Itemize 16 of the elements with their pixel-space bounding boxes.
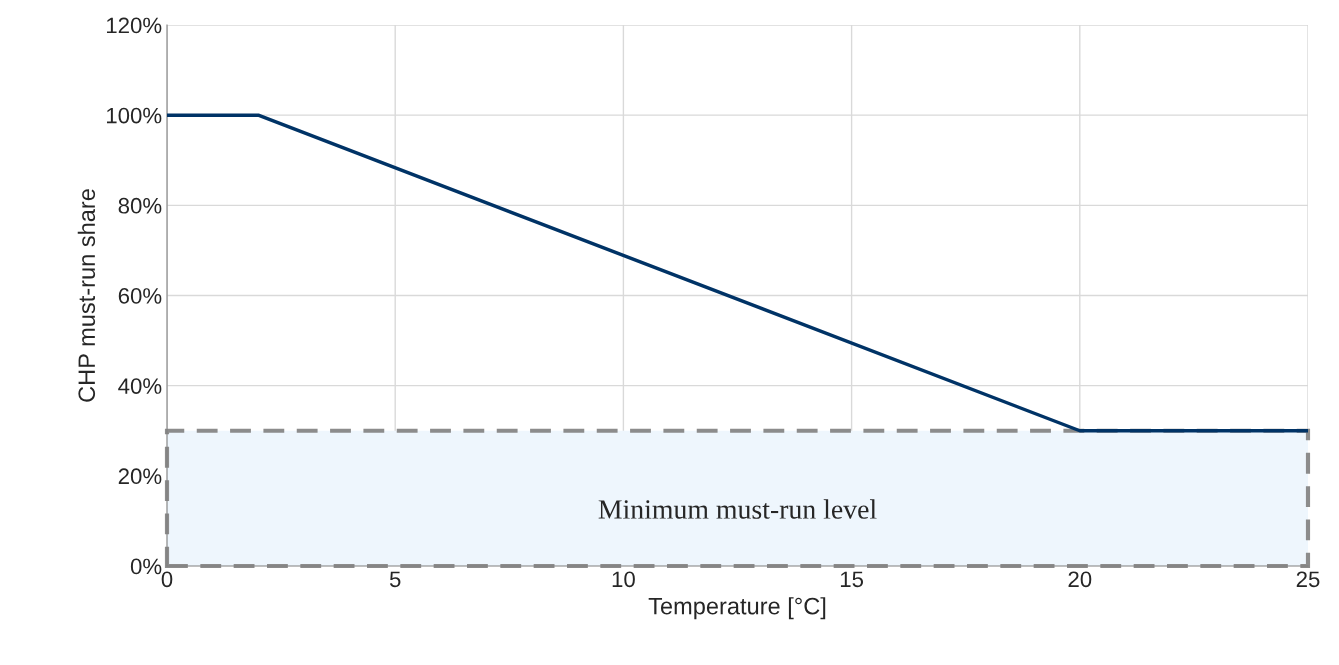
x-tick-label: 25 — [1296, 571, 1320, 588]
x-tick-label: 10 — [612, 571, 635, 588]
x-axis-title: Temperature [°C] — [648, 597, 826, 620]
y-tick-label: 40% — [118, 378, 162, 394]
y-tick-label: 20% — [118, 468, 162, 485]
x-tick-label: 20 — [1068, 571, 1092, 588]
y-tick-label: 80% — [118, 197, 162, 214]
x-tick-label: 5 — [389, 571, 401, 588]
x-tick-label: 15 — [840, 571, 864, 588]
y-axis-title: CHP must-run share — [77, 189, 96, 402]
y-tick-label: 100% — [107, 107, 162, 124]
y-tick-label: 120% — [107, 17, 162, 34]
y-tick-label: 60% — [118, 288, 162, 304]
x-tick-label: 0 — [161, 571, 173, 588]
y-tick-label: 0% — [130, 558, 162, 575]
band-label: Minimum must-run level — [598, 499, 877, 519]
